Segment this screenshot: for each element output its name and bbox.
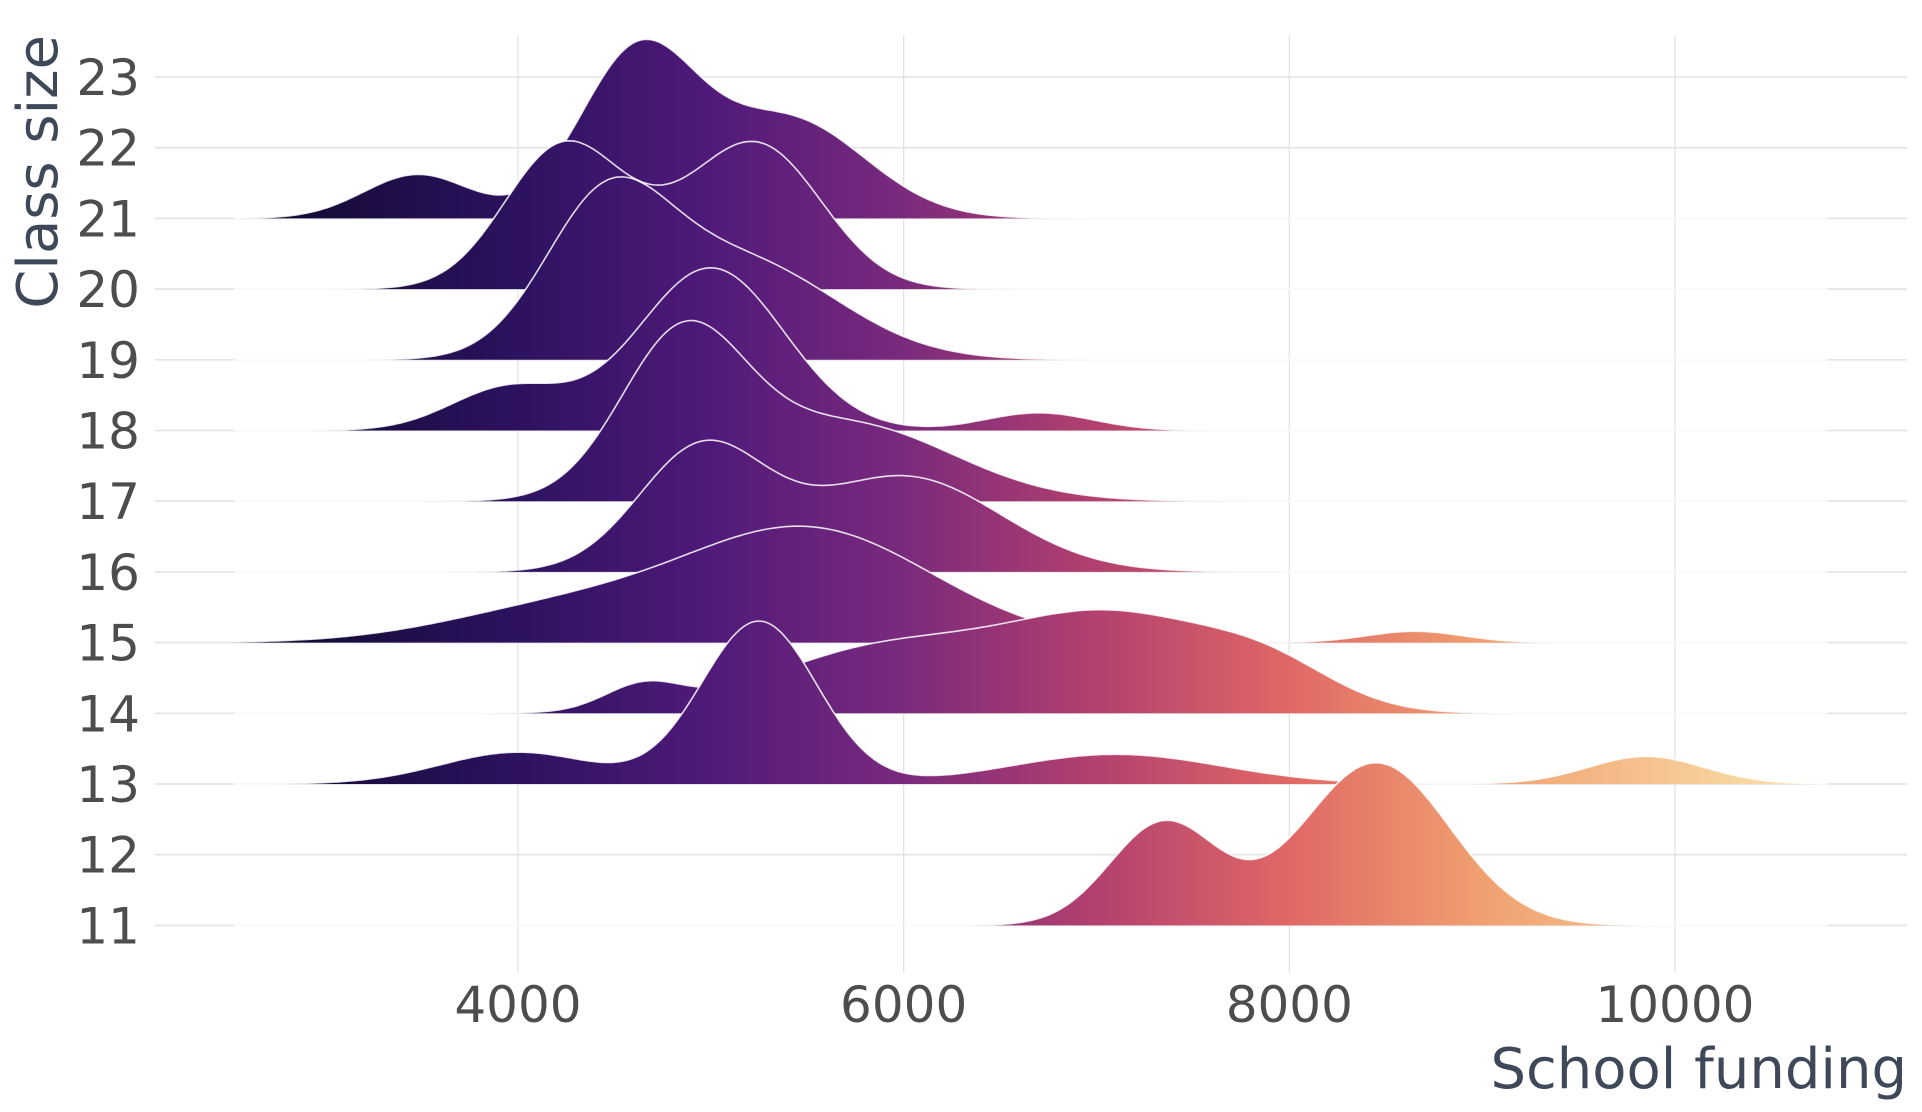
- ridge-outline: [234, 620, 1828, 785]
- y-tick-label: 17: [76, 473, 140, 531]
- ridge-14: [234, 608, 1830, 715]
- ridge-area: [234, 762, 1830, 926]
- y-tick-label: 18: [76, 403, 140, 461]
- x-tick-labels: 4000 6000 8000 10000: [454, 976, 1754, 1034]
- ridge-13: [234, 620, 1830, 785]
- y-tick-label: 23: [76, 49, 140, 107]
- ridge-19: [234, 176, 1830, 361]
- ridge-outline: [234, 608, 1828, 715]
- y-tick-labels: 11 12 13 14 15 16 17 18 19 20 21 22 23: [76, 49, 140, 955]
- x-tick-label: 8000: [1226, 976, 1353, 1034]
- ridge-21: [234, 38, 1830, 220]
- ridge-area: [234, 320, 1830, 502]
- ridge-11: [234, 761, 1830, 927]
- y-tick-label: 19: [76, 332, 140, 390]
- y-tick-label: 12: [76, 827, 140, 885]
- y-tick-label: 20: [76, 261, 140, 319]
- ridge-17: [234, 319, 1830, 502]
- x-tick-label: 4000: [454, 976, 581, 1034]
- ridge-16: [234, 439, 1830, 573]
- y-tick-label: 21: [76, 190, 140, 248]
- y-tick-label: 13: [76, 756, 140, 814]
- ridge-area: [234, 440, 1830, 572]
- x-tick-label: 10000: [1595, 976, 1754, 1034]
- y-tick-label: 16: [76, 544, 140, 602]
- y-tick-label: 15: [76, 615, 140, 673]
- y-axis-title: Class size: [6, 35, 71, 309]
- y-tick-label: 11: [76, 897, 140, 955]
- ridges: [234, 38, 1830, 927]
- ridge-outline: [234, 139, 1828, 290]
- ridge-outline: [234, 176, 1828, 361]
- ridge-outline: [234, 319, 1828, 502]
- y-tick-label: 14: [76, 685, 140, 743]
- x-tick-label: 6000: [840, 976, 967, 1034]
- ridge-outline: [234, 761, 1828, 927]
- ridge-outline: [234, 38, 1828, 220]
- ridge-outline: [234, 266, 1828, 432]
- ridge-area: [234, 526, 1830, 643]
- x-axis-title: School funding: [1490, 1037, 1907, 1102]
- y-tick-label: 22: [76, 120, 140, 178]
- ridge-area: [234, 39, 1830, 219]
- ridge-outline: [234, 439, 1828, 573]
- ridge-area: [234, 609, 1830, 714]
- ridge-area: [234, 621, 1830, 784]
- ridge-area: [234, 176, 1830, 360]
